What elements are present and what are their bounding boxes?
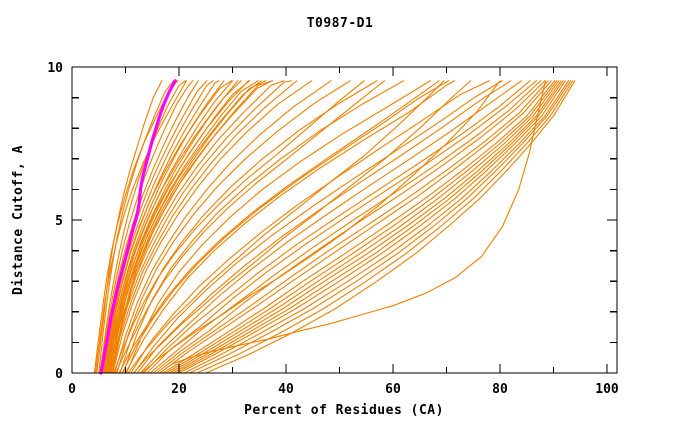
- data-curve: [132, 80, 472, 374]
- data-curve: [103, 80, 214, 374]
- x-tick-label-20: 20: [171, 382, 187, 397]
- data-curve: [172, 80, 562, 374]
- data-curve: [130, 80, 490, 374]
- data-curve: [115, 80, 385, 374]
- data-curve: [175, 80, 564, 374]
- data-curve: [106, 80, 273, 374]
- data-curve: [196, 80, 574, 374]
- data-curve: [114, 80, 332, 374]
- x-tick-label-60: 60: [385, 382, 401, 397]
- data-curve: [189, 80, 572, 374]
- data-curve: [121, 80, 450, 374]
- data-curve: [149, 80, 542, 374]
- data-curve: [112, 80, 313, 374]
- data-curve: [101, 80, 232, 374]
- data-curve: [107, 80, 285, 374]
- data-curve: [136, 80, 512, 374]
- axis-tick-labels-layer: 0 20 40 60 80 100 0 5 10: [47, 61, 619, 397]
- x-tick-label-40: 40: [278, 382, 294, 397]
- data-curve: [146, 80, 537, 374]
- data-curve: [152, 80, 546, 374]
- data-curve: [126, 80, 431, 374]
- x-axis-label: Percent of Residues (CA): [244, 403, 444, 418]
- data-curve: [93, 80, 179, 374]
- y-tick-label-10: 10: [47, 61, 63, 76]
- data-curve: [168, 80, 560, 374]
- data-curve: [110, 80, 298, 374]
- data-curve: [94, 80, 188, 374]
- data-curve: [105, 80, 262, 374]
- data-curve: [122, 80, 405, 374]
- data-curve: [99, 80, 186, 374]
- x-tick-label-0: 0: [68, 382, 76, 397]
- data-curve: [165, 80, 558, 374]
- y-tick-label-5: 5: [55, 214, 63, 229]
- page-title: T0987-D1: [307, 16, 374, 31]
- data-curve: [133, 80, 503, 374]
- data-curve: [141, 80, 501, 374]
- data-curve: [178, 80, 566, 374]
- data-curve: [103, 80, 239, 374]
- data-curve: [143, 80, 531, 374]
- data-curve: [127, 80, 445, 374]
- data-curve: [139, 80, 522, 374]
- axis-ticks-layer: [71, 66, 617, 374]
- data-curve: [183, 80, 570, 374]
- x-tick-label-100: 100: [595, 382, 619, 397]
- data-curve: [172, 80, 547, 365]
- data-curve: [100, 80, 194, 374]
- data-curve: [104, 80, 250, 374]
- data-curve: [205, 80, 576, 374]
- y-axis-label: Distance Cutoff, A: [11, 145, 26, 295]
- data-curve: [162, 80, 556, 374]
- data-curve: [155, 80, 549, 374]
- highlight-curve: [99, 79, 177, 375]
- data-curves-layer: [93, 79, 576, 375]
- data-curve: [124, 80, 456, 374]
- data-curve: [116, 80, 351, 374]
- x-tick-label-80: 80: [492, 382, 508, 397]
- data-curve: [98, 80, 175, 374]
- data-curve: [119, 80, 378, 374]
- data-curve: [108, 80, 292, 374]
- data-curve: [113, 80, 365, 374]
- data-curve: [118, 80, 440, 374]
- data-curve: [159, 80, 552, 374]
- y-tick-label-0: 0: [55, 367, 63, 382]
